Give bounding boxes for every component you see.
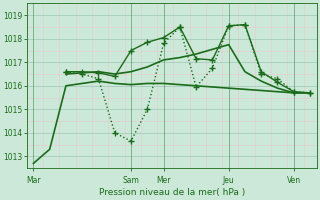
X-axis label: Pression niveau de la mer( hPa ): Pression niveau de la mer( hPa ) (99, 188, 245, 197)
